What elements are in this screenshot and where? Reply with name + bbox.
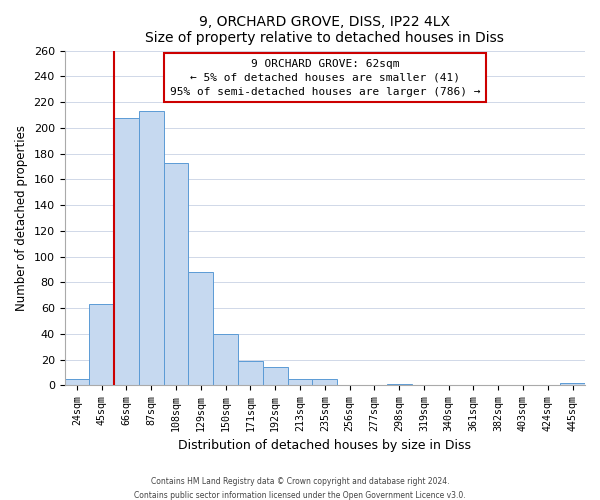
Bar xyxy=(238,361,263,386)
X-axis label: Distribution of detached houses by size in Diss: Distribution of detached houses by size … xyxy=(178,440,471,452)
Bar xyxy=(313,379,337,386)
Bar xyxy=(387,384,412,386)
Bar xyxy=(287,379,313,386)
Bar xyxy=(164,162,188,386)
Text: Contains HM Land Registry data © Crown copyright and database right 2024.
Contai: Contains HM Land Registry data © Crown c… xyxy=(134,478,466,500)
Bar xyxy=(263,368,287,386)
Bar xyxy=(188,272,213,386)
Y-axis label: Number of detached properties: Number of detached properties xyxy=(15,125,28,311)
Bar xyxy=(139,111,164,386)
Bar xyxy=(560,383,585,386)
Title: 9, ORCHARD GROVE, DISS, IP22 4LX
Size of property relative to detached houses in: 9, ORCHARD GROVE, DISS, IP22 4LX Size of… xyxy=(145,15,504,45)
Bar xyxy=(89,304,114,386)
Text: 9 ORCHARD GROVE: 62sqm
← 5% of detached houses are smaller (41)
95% of semi-deta: 9 ORCHARD GROVE: 62sqm ← 5% of detached … xyxy=(170,59,480,97)
Bar xyxy=(213,334,238,386)
Bar xyxy=(65,379,89,386)
Bar xyxy=(114,118,139,386)
